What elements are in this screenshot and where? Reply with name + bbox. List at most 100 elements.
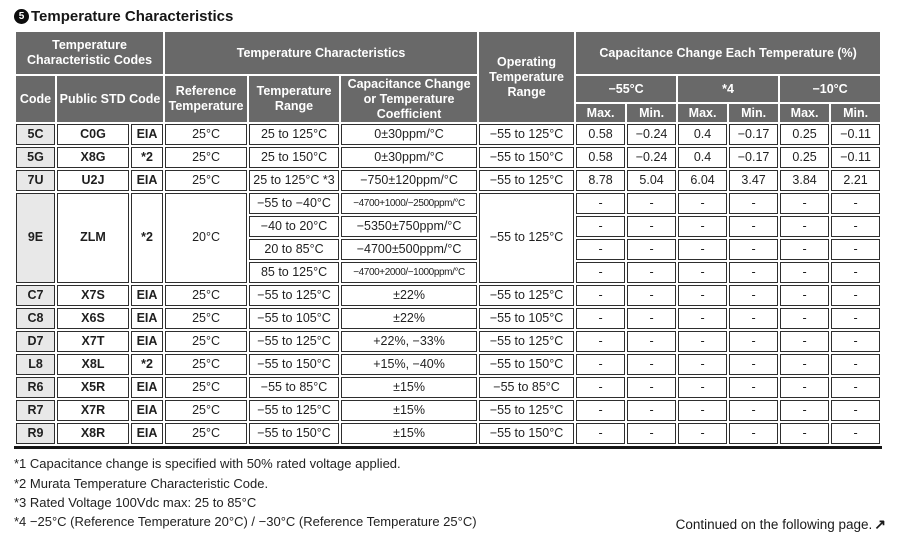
cell-capacitance-change: ±22% <box>341 285 478 307</box>
section-title: 5 Temperature Characteristics <box>14 8 886 25</box>
cell-capacitance-change: +22%, −33% <box>341 331 478 353</box>
table-row: 85 to 125°C −4700+2000/−1000ppm/°C - - - - - - <box>16 262 881 284</box>
cell-value: 8.78 <box>576 170 626 192</box>
cell-value: 0.58 <box>576 147 626 169</box>
cell-value: - <box>627 193 677 215</box>
cell-operating-temp-range: −55 to 150°C <box>479 147 575 169</box>
cell-public-std-code: X7T <box>57 331 129 353</box>
cell-reference-temperature: 25°C <box>165 423 248 445</box>
cell-value: - <box>627 216 677 238</box>
cell-value: - <box>780 285 830 307</box>
cell-code: 5G <box>16 147 55 169</box>
cell-value: −0.24 <box>627 124 677 146</box>
table-row: R9 X8R EIA 25°C −55 to 150°C ±15% −55 to 150°C… <box>16 423 881 445</box>
cell-value: - <box>627 331 677 353</box>
cell-value: - <box>678 331 728 353</box>
cell-value: - <box>780 308 830 330</box>
cell-reference-temperature: 25°C <box>165 285 248 307</box>
cell-reference-temperature: 25°C <box>165 377 248 399</box>
cell-value: - <box>780 331 830 353</box>
cell-value: - <box>729 216 779 238</box>
cell-value: - <box>729 377 779 399</box>
table-row: 5C C0G EIA 25°C 25 to 125°C 0±30ppm/°C −55 to … <box>16 124 881 146</box>
cell-value: - <box>831 216 881 238</box>
cell-value: - <box>780 216 830 238</box>
cell-value: - <box>831 262 881 284</box>
cell-std-org: EIA <box>131 400 164 422</box>
cell-capacitance-change: ±15% <box>341 400 478 422</box>
cell-value: - <box>678 400 728 422</box>
cell-temperature-range: 85 to 125°C <box>249 262 340 284</box>
cell-value: - <box>729 193 779 215</box>
continued-text: Continued on the following page. <box>675 516 873 532</box>
cell-value: - <box>780 377 830 399</box>
cell-code: 5C <box>16 124 55 146</box>
cell-value: - <box>729 423 779 445</box>
cell-value: - <box>576 331 626 353</box>
cell-capacitance-change: −4700+2000/−1000ppm/°C <box>341 262 478 284</box>
cell-capacitance-change: ±22% <box>341 308 478 330</box>
cell-value: - <box>627 308 677 330</box>
cell-value: −0.17 <box>729 124 779 146</box>
cell-value: 0.58 <box>576 124 626 146</box>
cell-reference-temperature: 25°C <box>165 354 248 376</box>
cell-temperature-range: −55 to 125°C <box>249 285 340 307</box>
cell-temperature-range: 25 to 125°C <box>249 124 340 146</box>
cell-std-org: *2 <box>131 147 164 169</box>
cell-value: - <box>831 193 881 215</box>
cell-code: R9 <box>16 423 55 445</box>
cell-value: - <box>780 193 830 215</box>
header-max: Max. <box>678 104 728 123</box>
cell-capacitance-change: 0±30ppm/°C <box>341 124 478 146</box>
cell-std-org: EIA <box>131 331 164 353</box>
cell-std-org: EIA <box>131 377 164 399</box>
header-reference-temperature: Reference Temperature <box>165 76 248 123</box>
cell-operating-temp-range: −55 to 125°C <box>479 124 575 146</box>
header-temperature-range: Temperature Range <box>249 76 340 123</box>
cell-value: - <box>576 262 626 284</box>
cell-value: - <box>831 377 881 399</box>
footnotes: *1 Capacitance change is specified with … <box>14 456 477 533</box>
arrow-up-right-icon: ↗ <box>874 515 886 532</box>
cell-public-std-code: C0G <box>57 124 129 146</box>
footnote: *1 Capacitance change is specified with … <box>14 456 401 472</box>
cell-value: −0.11 <box>831 147 881 169</box>
cell-value: - <box>831 239 881 261</box>
table-row: R6 X5R EIA 25°C −55 to 85°C ±15% −55 to 85°C - -… <box>16 377 881 399</box>
cell-value: - <box>831 331 881 353</box>
cell-temperature-range: 25 to 150°C <box>249 147 340 169</box>
cell-value: - <box>780 423 830 445</box>
cell-std-org: EIA <box>131 124 164 146</box>
table-row: C8 X6S EIA 25°C −55 to 105°C ±22% −55 to 105°C… <box>16 308 881 330</box>
cell-capacitance-change: −5350±750ppm/°C <box>341 216 478 238</box>
cell-value: - <box>729 354 779 376</box>
cell-value: 0.25 <box>780 124 830 146</box>
footnote: *3 Rated Voltage 100Vdc max: 25 to 85°C <box>14 494 257 510</box>
cell-capacitance-change: ±15% <box>341 377 478 399</box>
cell-public-std-code: X8G <box>57 147 129 169</box>
cell-value: - <box>678 216 728 238</box>
cell-temperature-range: −55 to −40°C <box>249 193 340 215</box>
cell-capacitance-change: −4700+1000/−2500ppm/°C <box>341 193 478 215</box>
table-row: 7U U2J EIA 25°C 25 to 125°C *3 −750±120ppm/°C… <box>16 170 881 192</box>
header-min: Min. <box>831 104 881 123</box>
cell-temperature-range: −55 to 150°C <box>249 354 340 376</box>
cell-value: - <box>780 354 830 376</box>
footnote: *2 Murata Temperature Characteristic Cod… <box>14 475 269 491</box>
header-operating-temp-range: Operating Temperature Range <box>479 32 575 123</box>
table-row: R7 X7R EIA 25°C −55 to 125°C ±15% −55 to 125°C… <box>16 400 881 422</box>
cell-operating-temp-range: −55 to 85°C <box>479 377 575 399</box>
cell-code: C8 <box>16 308 55 330</box>
cell-operating-temp-range: −55 to 125°C <box>479 193 575 284</box>
cell-value: - <box>678 262 728 284</box>
header-min: Min. <box>729 104 779 123</box>
footnote: *4 −25°C (Reference Temperature 20°C) / … <box>14 514 477 530</box>
cell-operating-temp-range: −55 to 150°C <box>479 423 575 445</box>
cell-value: - <box>729 331 779 353</box>
cell-operating-temp-range: −55 to 125°C <box>479 170 575 192</box>
cell-value: - <box>576 308 626 330</box>
header-temp-characteristics: Temperature Characteristics <box>165 32 478 74</box>
cell-value: - <box>780 400 830 422</box>
table-row: 5G X8G *2 25°C 25 to 150°C 0±30ppm/°C −55 to 1… <box>16 147 881 169</box>
cell-std-org: EIA <box>131 285 164 307</box>
